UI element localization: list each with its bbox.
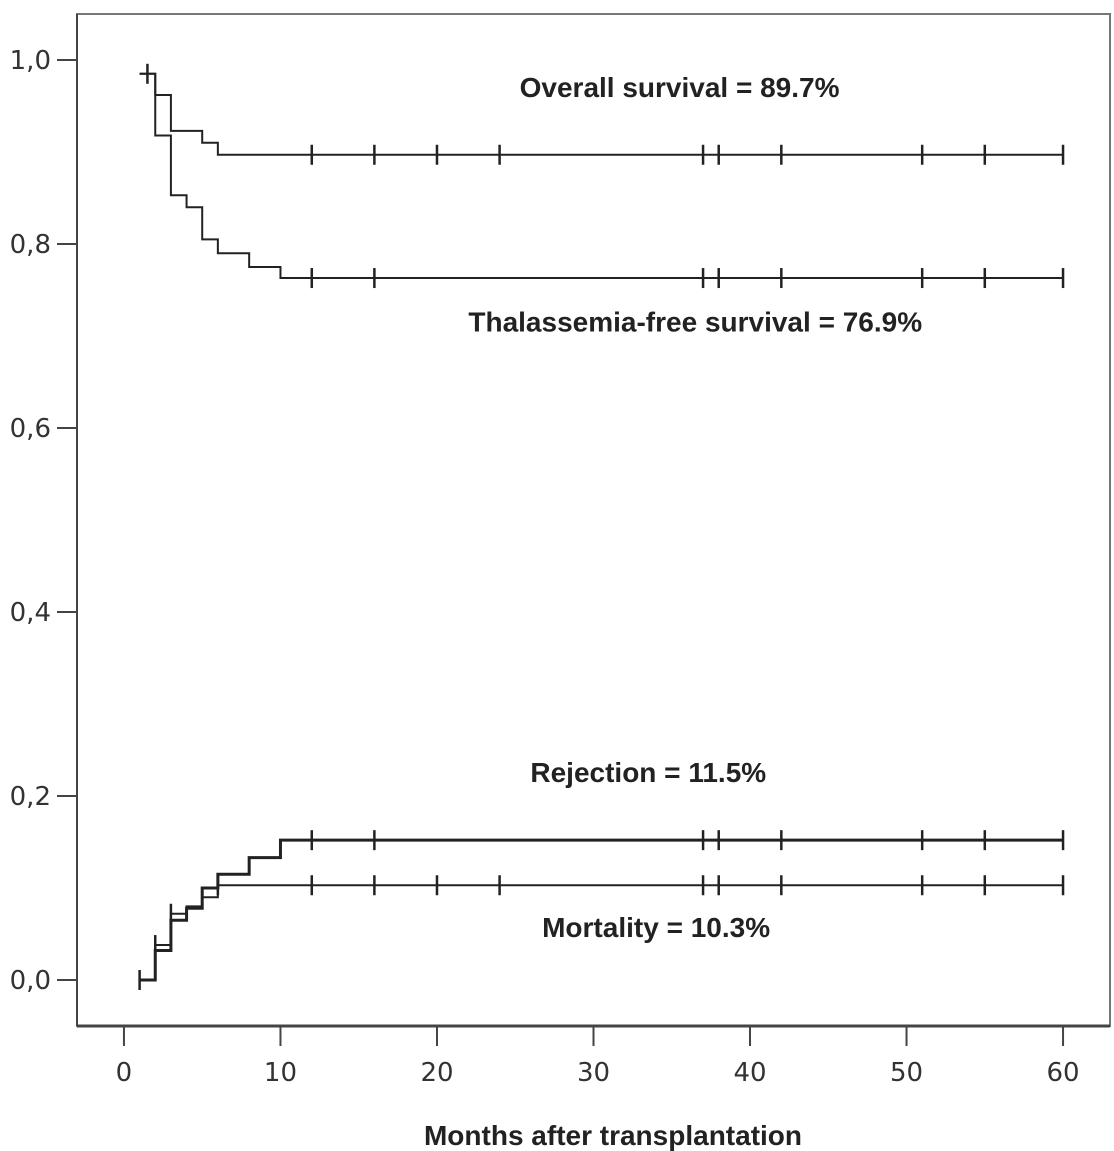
y-tick-label: 1,0 [10, 46, 51, 76]
y-tick-label: 0,6 [10, 414, 51, 444]
x-tick-label: 50 [890, 1058, 923, 1088]
annotation-label: Thalassemia-free survival = 76.9% [468, 306, 922, 337]
x-axis-label: Months after transplantation [424, 1120, 802, 1151]
series-group [138, 63, 1065, 990]
series-thal_free [139, 72, 1065, 289]
x-tick-label: 10 [264, 1058, 297, 1088]
y-tick-label: 0,8 [10, 230, 51, 260]
axes: 0,0 0,2 0,4 0,6 0,8 1,0 0 10 20 30 40 50 60 [10, 14, 1110, 1088]
annotation-label: Rejection = 11.5% [530, 757, 766, 788]
annotation-label: Mortality = 10.3% [542, 912, 770, 943]
x-tick-label: 0 [116, 1058, 133, 1088]
y-tick-label: 0,4 [10, 598, 51, 628]
series-line-thal_free [139, 72, 1064, 280]
y-tick-label: 0,2 [10, 782, 51, 812]
x-tick-label: 60 [1046, 1058, 1079, 1088]
y-tick-label: 0,0 [10, 966, 51, 996]
x-tick-label: 40 [733, 1058, 766, 1088]
series-line-rejection [139, 838, 1064, 982]
x-tick-label: 30 [577, 1058, 610, 1088]
annotation-label: Overall survival = 89.7% [520, 72, 840, 103]
annotations: Overall survival = 89.7% Thalassemia-free… [468, 72, 922, 943]
series-rejection [139, 830, 1065, 982]
x-tick-label: 20 [420, 1058, 453, 1088]
series-mortality [138, 875, 1065, 990]
